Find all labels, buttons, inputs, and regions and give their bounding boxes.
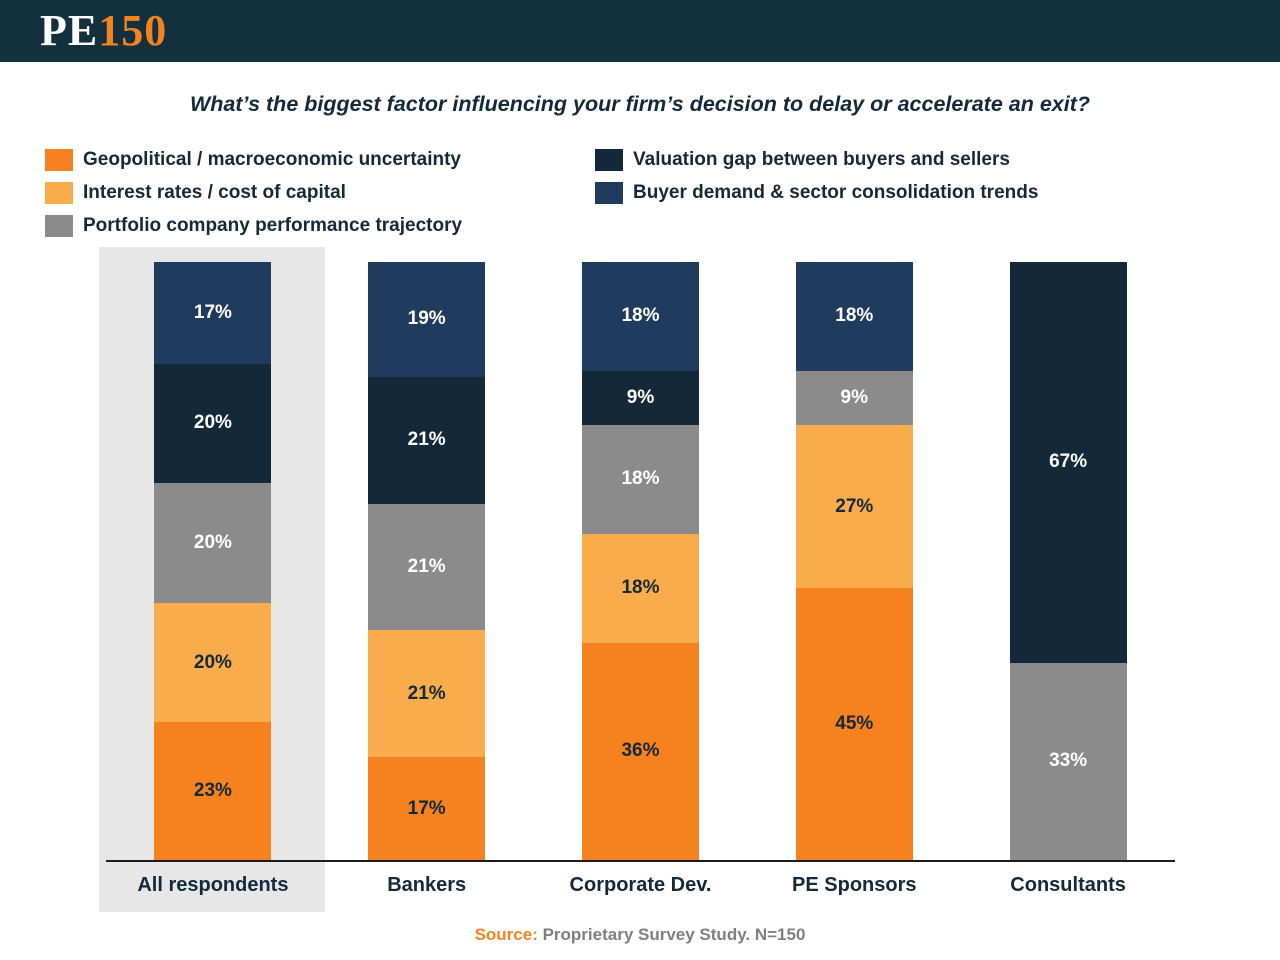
source-label: Source: <box>474 925 538 944</box>
bar-segment: 21% <box>368 630 486 758</box>
legend-swatch-icon <box>595 181 623 204</box>
top-brand-bar: PE150 <box>0 0 1280 62</box>
bar-segment: 45% <box>795 588 913 860</box>
category-label: Corporate Dev. <box>569 874 712 896</box>
legend-item-label: Buyer demand & sector consolidation tren… <box>633 181 1039 203</box>
bars-row: 23% 20% 20% 20% 17% 17% 21% 21% 21% 19% 36% 18% 18% 9… <box>106 262 1175 862</box>
source-text: Proprietary Survey Study. N=150 <box>537 925 806 944</box>
category-labels-row: All respondents Bankers Corporate Dev. PE S… <box>106 862 1175 897</box>
bar-segment: 21% <box>368 376 486 504</box>
bar-segment: 17% <box>368 757 486 860</box>
bar-column: 23% 20% 20% 20% 17% <box>106 262 320 860</box>
bar-segment: 20% <box>154 363 272 484</box>
chart-title: What’s the biggest factor influencing yo… <box>189 92 1091 116</box>
stacked-bar: 36% 18% 18% 9% 18% <box>581 262 699 860</box>
pe150-logo: PE150 <box>40 9 167 53</box>
stacked-bar: 23% 20% 20% 20% 17% <box>154 262 272 860</box>
legend-swatch-icon <box>595 148 623 171</box>
legend-item-label: Portfolio company performance trajectory <box>83 214 463 236</box>
legend-item-label: Geopolitical / macroeconomic uncertainty <box>83 148 461 170</box>
category-label: Bankers <box>387 874 467 896</box>
bar-segment: 23% <box>154 722 272 860</box>
bar-segment: 20% <box>154 483 272 603</box>
legend-swatch-icon <box>45 181 73 204</box>
bar-segment: 9% <box>795 370 913 426</box>
logo-150-text: 150 <box>98 6 168 55</box>
legend-item: Geopolitical / macroeconomic uncertainty <box>45 148 595 171</box>
chart-legend: Geopolitical / macroeconomic uncertainty… <box>45 143 1280 242</box>
legend-item: Valuation gap between buyers and sellers <box>595 148 1280 171</box>
bar-segment: 19% <box>368 262 486 377</box>
legend-swatch-icon <box>45 214 73 237</box>
stacked-bar: 17% 21% 21% 21% 19% <box>368 262 486 860</box>
bar-segment: 17% <box>154 262 272 364</box>
bar-segment: 21% <box>368 503 486 631</box>
bar-segment: 18% <box>795 262 913 371</box>
bar-column: 36% 18% 18% 9% 18% <box>534 262 748 860</box>
stacked-bar: 45% 27% 9% 18% <box>795 262 913 860</box>
bar-segment: 9% <box>581 370 699 426</box>
legend-item-label: Valuation gap between buyers and sellers <box>633 148 1010 170</box>
stacked-bar-chart: 23% 20% 20% 20% 17% 17% 21% 21% 21% 19% 36% 18% 18% 9… <box>99 247 1175 912</box>
bar-segment: 18% <box>581 262 699 371</box>
bar-column: 33% 67% <box>961 262 1175 860</box>
source-note: Source: Proprietary Survey Study. N=150 <box>0 925 1280 945</box>
bar-segment: 36% <box>581 642 699 860</box>
bar-segment: 67% <box>1009 262 1127 663</box>
bar-segment: 20% <box>154 602 272 723</box>
bar-segment: 18% <box>581 533 699 643</box>
bar-segment: 18% <box>581 425 699 534</box>
legend-item: Interest rates / cost of capital <box>45 181 595 204</box>
category-label: Consultants <box>1010 874 1126 896</box>
bar-column: 17% 21% 21% 21% 19% <box>320 262 534 860</box>
legend-item-label: Interest rates / cost of capital <box>83 181 346 203</box>
legend-item: Buyer demand & sector consolidation tren… <box>595 181 1280 204</box>
bar-segment: 27% <box>795 425 913 589</box>
category-label: All respondents <box>137 874 289 896</box>
bar-segment: 33% <box>1009 662 1127 860</box>
category-label: PE Sponsors <box>792 874 917 896</box>
legend-item: Portfolio company performance trajectory <box>45 214 595 237</box>
logo-pe-text: PE <box>40 6 99 55</box>
bar-column: 45% 27% 9% 18% <box>747 262 961 860</box>
stacked-bar: 33% 67% <box>1009 262 1127 860</box>
legend-swatch-icon <box>45 148 73 171</box>
